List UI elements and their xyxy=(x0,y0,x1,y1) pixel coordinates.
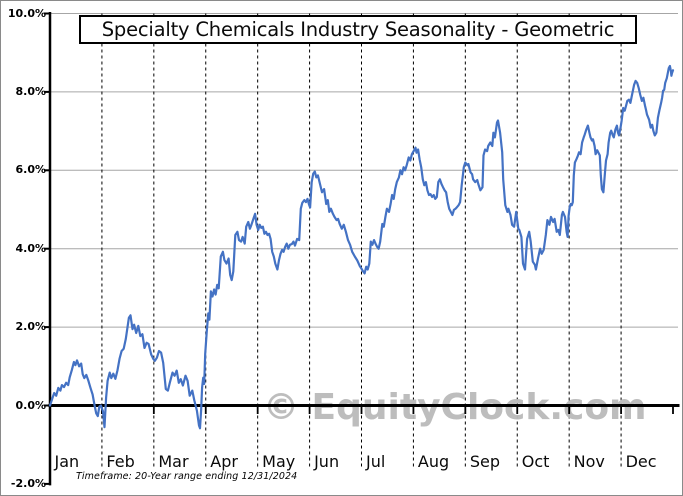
timeframe-note: Timeframe: 20-Year range ending 12/31/20… xyxy=(76,471,298,482)
watermark: © EquityClock.com xyxy=(263,387,647,428)
month-label: Apr xyxy=(210,452,238,471)
month-label: Mar xyxy=(158,452,189,471)
month-label: Jul xyxy=(366,452,386,471)
y-axis-label: 4.0% xyxy=(15,241,46,255)
chart-title-box: Specialty Chemicals Industry Seasonality… xyxy=(79,15,637,44)
y-axis-label: 0.0% xyxy=(15,398,46,412)
month-label: May xyxy=(262,452,296,471)
y-axis-label: 2.0% xyxy=(15,320,46,334)
month-label: Aug xyxy=(417,452,450,471)
month-label: Jan xyxy=(54,452,80,471)
month-label: Jun xyxy=(314,452,340,471)
chart-title: Specialty Chemicals Industry Seasonality… xyxy=(101,18,615,41)
month-label: Dec xyxy=(625,452,657,471)
seasonality-line xyxy=(48,64,675,430)
y-axis-label: 8.0% xyxy=(15,84,46,98)
month-label: Nov xyxy=(573,452,605,471)
month-label: Sep xyxy=(469,452,500,471)
month-label: Feb xyxy=(106,452,135,471)
y-axis-label: 10.0% xyxy=(7,6,46,20)
y-axis-label: -2.0% xyxy=(10,476,46,490)
y-axis-label: 6.0% xyxy=(15,163,46,177)
month-label: Oct xyxy=(521,452,550,471)
